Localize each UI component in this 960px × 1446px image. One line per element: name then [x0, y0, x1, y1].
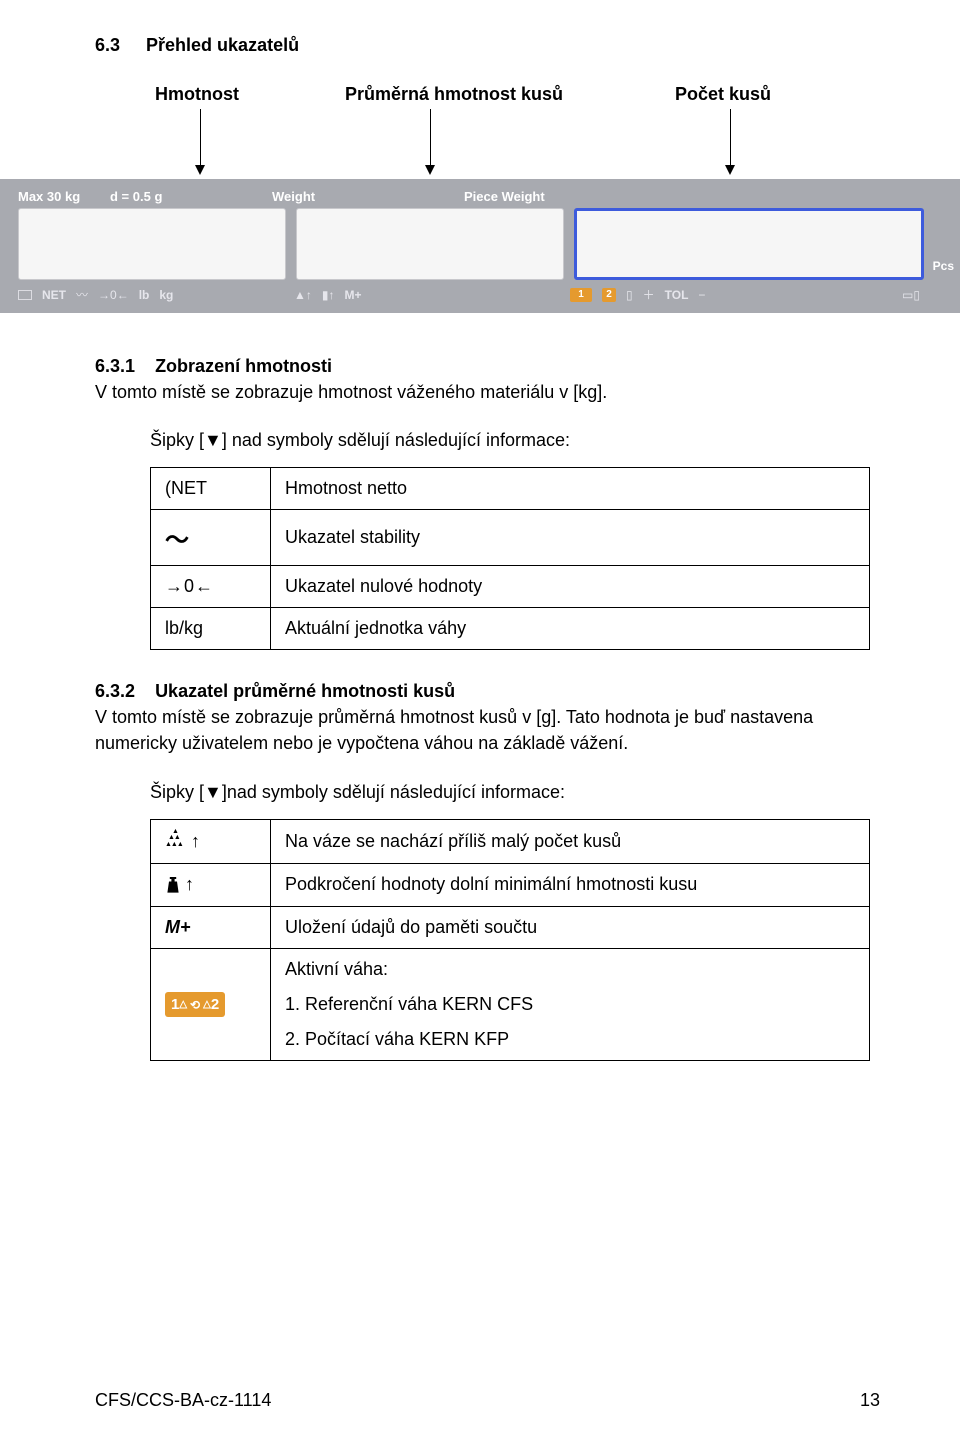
t1-r4-k: lb/kg	[151, 608, 271, 650]
t2-r2-v: Podkročení hodnoty dolní minimální hmotn…	[271, 863, 870, 906]
table-2: ▲↑ Na váze se nachází příliš malý počet …	[150, 819, 870, 1061]
minus-icon: −	[698, 288, 705, 302]
table-row: →0← Ukazatel nulové hodnoty	[151, 566, 870, 608]
col-label-prumerna: Průměrná hmotnost kusů	[345, 84, 675, 105]
col-label-hmotnost: Hmotnost	[155, 84, 345, 105]
s632-lead: Šipky [▼]nad symboly sdělují následující…	[150, 779, 880, 805]
tol-label: TOL	[665, 288, 689, 302]
up-arrow-icon: ↑	[185, 874, 194, 894]
panel-bottom-seg3: 1 2 ▯ ＋ TOL − ▭▯	[570, 286, 920, 303]
col-label-pocet: Počet kusů	[675, 84, 875, 105]
table-row: lb/kg Aktuální jednotka váhy	[151, 608, 870, 650]
t2-r4-v1: Aktivní váha:	[285, 959, 855, 980]
stack-small-icon: ▲↑	[294, 288, 312, 302]
t2-r4-v3: 2. Počítací váha KERN KFP	[285, 1029, 855, 1050]
t2-r4-v: Aktivní váha: 1. Referenční váha KERN CF…	[271, 948, 870, 1060]
panel-bottom-seg1: NET 〰 →0← lb kg	[18, 286, 286, 303]
panel-piece: Piece Weight	[464, 189, 584, 204]
mplus-label: M+	[345, 288, 362, 302]
table-row: 1△⟲△2 Aktivní váha: 1. Referenční váha K…	[151, 948, 870, 1060]
arrow-2	[425, 109, 435, 175]
section-number: 6.3	[95, 35, 120, 56]
section-title: Přehled ukazatelů	[146, 35, 299, 56]
pcs-label: Pcs	[933, 259, 954, 273]
t2-r3-v: Uložení údajů do paměti součtu	[271, 906, 870, 948]
weight-icon	[165, 877, 181, 893]
section-631: 6.3.1 Zobrazení hmotnosti V tomto místě …	[95, 353, 880, 650]
s632-body: V tomto místě se zobrazuje průměrná hmot…	[95, 704, 880, 756]
box-icon	[18, 290, 32, 300]
table-row: ↑ Podkročení hodnoty dolní minimální hmo…	[151, 863, 870, 906]
device-panel: Max 30 kg d = 0.5 g Weight Piece Weight …	[0, 179, 960, 313]
scale-badge-icon: 1△⟲△2	[165, 992, 225, 1017]
tilde-icon: 〰	[76, 286, 88, 303]
t1-r1-k: (NET	[151, 468, 271, 510]
footer-left: CFS/CCS-BA-cz-1114	[95, 1390, 271, 1411]
s632-num: 6.3.2	[95, 681, 135, 701]
panel-weight: Weight	[272, 189, 452, 204]
arrows-row	[155, 109, 880, 179]
lb-label: lb	[139, 288, 150, 302]
table-row: 〜 Ukazatel stability	[151, 510, 870, 566]
table-row: ▲↑ Na váze se nachází příliš malý počet …	[151, 819, 870, 863]
s631-title: Zobrazení hmotnosti	[155, 356, 332, 376]
panel-bottom: NET 〰 →0← lb kg ▲↑ ▮↑ M+ 1 2 ▯ ＋ TOL − ▭…	[18, 286, 942, 303]
t2-r4-v2: 1. Referenční váha KERN CFS	[285, 994, 855, 1015]
t1-r2-v: Ukazatel stability	[271, 510, 870, 566]
screen-1	[18, 208, 286, 280]
t1-r1-v: Hmotnost netto	[271, 468, 870, 510]
battery-icon: ▭▯	[902, 288, 920, 302]
plus-icon: ＋	[643, 286, 655, 303]
pyramid-icon: ▲	[165, 830, 187, 848]
panel-max: Max 30 kg	[18, 189, 98, 204]
section-632: 6.3.2 Ukazatel průměrné hmotnosti kusů V…	[95, 678, 880, 1060]
screen-2	[296, 208, 564, 280]
page-footer: CFS/CCS-BA-cz-1114 13	[95, 1390, 880, 1411]
tilde-icon: 〜	[165, 527, 189, 554]
t1-r2-k: 〜	[151, 510, 271, 566]
t1-r3-k: →0←	[151, 566, 271, 608]
t2-r4-k: 1△⟲△2	[151, 948, 271, 1060]
s631-lead: Šipky [▼] nad symboly sdělují následujíc…	[150, 427, 880, 453]
t2-r1-k: ▲↑	[151, 819, 271, 863]
t1-r3-v: Ukazatel nulové hodnoty	[271, 566, 870, 608]
screen-3	[574, 208, 924, 280]
chip-1: 1	[570, 288, 592, 302]
t2-r2-k: ↑	[151, 863, 271, 906]
t2-r3-k: M+	[151, 906, 271, 948]
column-labels: Hmotnost Průměrná hmotnost kusů Počet ku…	[155, 84, 880, 105]
section-heading: 6.3 Přehled ukazatelů	[95, 35, 880, 56]
table-1: (NET Hmotnost netto 〜 Ukazatel stability…	[150, 467, 870, 650]
arrow-1	[195, 109, 205, 175]
t1-r4-v: Aktuální jednotka váhy	[271, 608, 870, 650]
net-label: NET	[42, 288, 66, 302]
arrow-3	[725, 109, 735, 175]
chip-2: 2	[602, 288, 616, 302]
table-row: (NET Hmotnost netto	[151, 468, 870, 510]
panel-screens	[18, 208, 942, 280]
panel-d: d = 0.5 g	[110, 189, 260, 204]
doc-icon: ▯	[626, 288, 633, 302]
s631-num: 6.3.1	[95, 356, 135, 376]
table-row: M+ Uložení údajů do paměti součtu	[151, 906, 870, 948]
zero-icon: →0←	[98, 288, 129, 302]
footer-right: 13	[860, 1390, 880, 1411]
s631-body: V tomto místě se zobrazuje hmotnost váže…	[95, 379, 880, 405]
kg-label: kg	[159, 288, 173, 302]
weight-small-icon: ▮↑	[322, 288, 335, 302]
panel-bottom-seg2: ▲↑ ▮↑ M+	[294, 288, 562, 302]
t2-r1-v: Na váze se nachází příliš malý počet kus…	[271, 819, 870, 863]
s632-title: Ukazatel průměrné hmotnosti kusů	[155, 681, 455, 701]
up-arrow-icon: ↑	[191, 831, 200, 851]
panel-top-labels: Max 30 kg d = 0.5 g Weight Piece Weight	[18, 189, 942, 204]
